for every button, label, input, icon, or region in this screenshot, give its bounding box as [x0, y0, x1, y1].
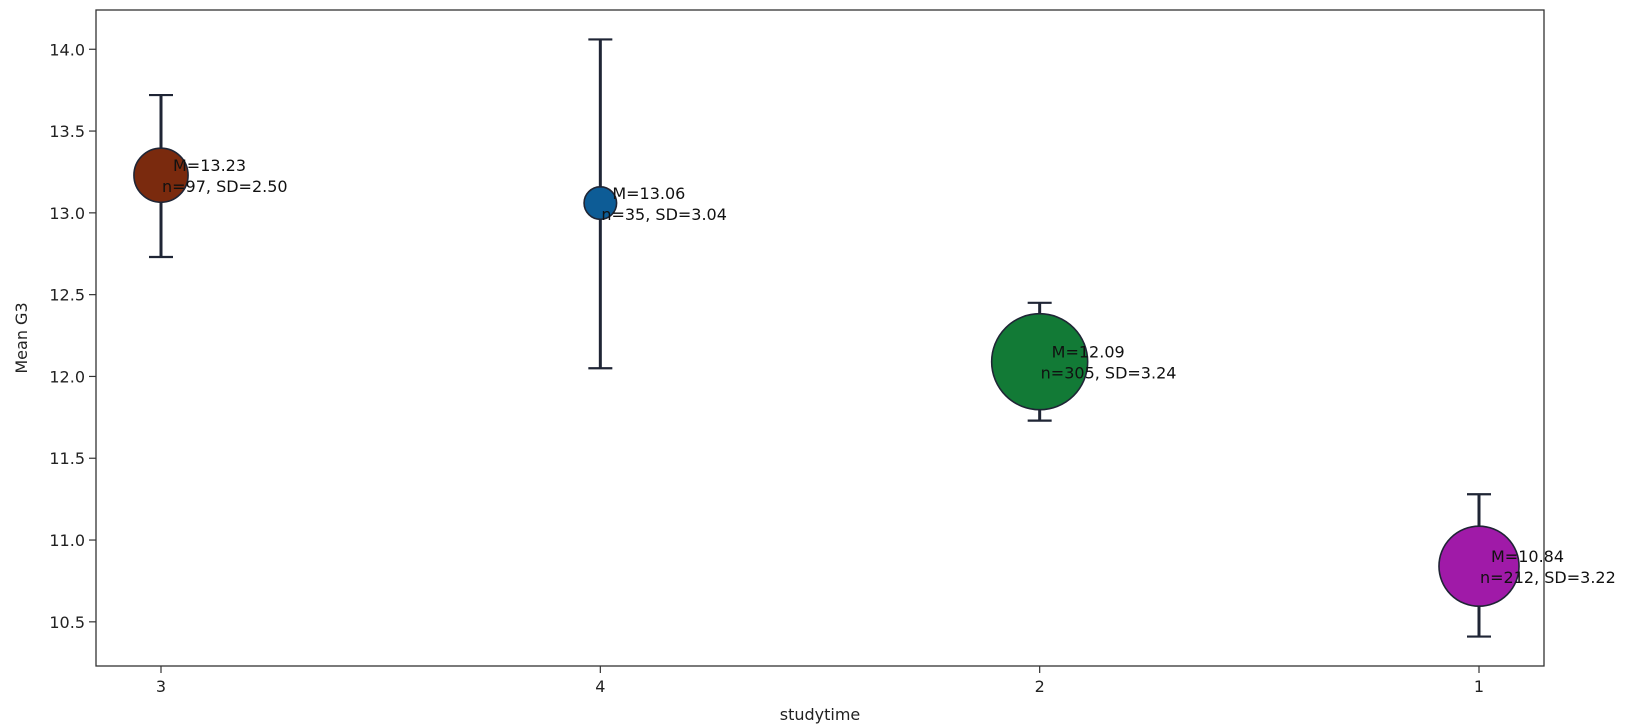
x-tick-label: 4 [595, 677, 605, 696]
point-label-stats: n=212, SD=3.22 [1480, 568, 1616, 587]
point-label-mean: M=13.06 [612, 184, 685, 203]
y-tick-label: 14.0 [49, 40, 85, 59]
x-tick-label: 3 [156, 677, 166, 696]
point-label-mean: M=12.09 [1052, 343, 1125, 362]
y-tick-label: 12.5 [49, 286, 85, 305]
y-tick-label: 13.0 [49, 204, 85, 223]
mean-point [1438, 525, 1520, 608]
x-tick-label: 2 [1035, 677, 1045, 696]
y-axis-title: Mean G3 [12, 302, 31, 373]
point-label-mean: M=13.23 [173, 156, 246, 175]
y-tick-label: 11.5 [49, 449, 85, 468]
point-label-stats: n=97, SD=2.50 [162, 177, 288, 196]
y-tick-label: 10.5 [49, 613, 85, 632]
mean-point [583, 185, 618, 221]
mean-point [133, 147, 189, 204]
x-axis: 3 4 2 1 [156, 666, 1484, 696]
mean-point [990, 312, 1089, 411]
y-tick-label: 12.0 [49, 367, 85, 386]
y-tick-label: 11.0 [49, 531, 85, 550]
x-axis-title: studytime [780, 705, 861, 724]
y-axis: 10.5 11.0 11.5 12.0 12.5 13.0 13.5 14.0 [49, 40, 96, 632]
x-tick-label: 1 [1474, 677, 1484, 696]
plot-area [95, 9, 1545, 667]
point-label-stats: n=305, SD=3.24 [1041, 364, 1177, 383]
point-label-mean: M=10.84 [1491, 547, 1564, 566]
point-label-stats: n=35, SD=3.04 [601, 205, 727, 224]
data-marks: M=13.23 n=97, SD=2.50 M=13.06 n=35, SD=3.04… [133, 38, 1616, 638]
y-tick-label: 13.5 [49, 122, 85, 141]
